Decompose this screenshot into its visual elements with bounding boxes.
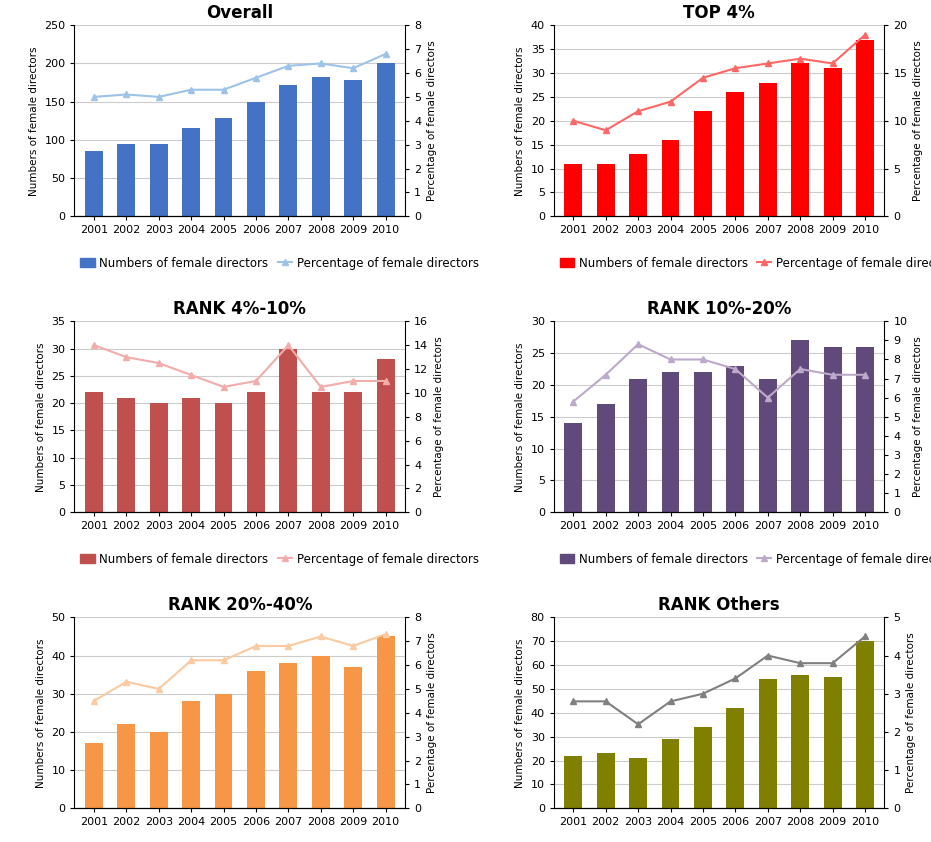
- Bar: [117, 144, 135, 216]
- Bar: [694, 111, 712, 216]
- Bar: [117, 724, 135, 808]
- Y-axis label: Percentage of female directors: Percentage of female directors: [426, 40, 437, 201]
- Bar: [182, 128, 200, 216]
- Bar: [759, 679, 776, 808]
- Title: RANK 10%-20%: RANK 10%-20%: [647, 301, 791, 318]
- Bar: [279, 85, 297, 216]
- Legend: Numbers of female directors, Percentage of female directors: Numbers of female directors, Percentage …: [560, 552, 931, 566]
- Bar: [182, 701, 200, 808]
- Y-axis label: Percentage of female directors: Percentage of female directors: [906, 632, 916, 793]
- Bar: [824, 347, 842, 512]
- Bar: [597, 754, 614, 808]
- Bar: [564, 424, 582, 512]
- Bar: [85, 743, 102, 808]
- Y-axis label: Numbers of female directors: Numbers of female directors: [515, 638, 525, 787]
- Y-axis label: Percentage of female directors: Percentage of female directors: [426, 632, 437, 793]
- Bar: [215, 694, 233, 808]
- Bar: [85, 152, 102, 216]
- Y-axis label: Numbers of female directors: Numbers of female directors: [515, 342, 525, 492]
- Legend: Numbers of female directors, Percentage of female directors: Numbers of female directors, Percentage …: [80, 257, 479, 269]
- Y-axis label: Numbers of female directors: Numbers of female directors: [29, 46, 39, 195]
- Bar: [182, 397, 200, 512]
- Bar: [824, 677, 842, 808]
- Title: RANK 4%-10%: RANK 4%-10%: [173, 301, 306, 318]
- Bar: [662, 739, 680, 808]
- Bar: [247, 671, 265, 808]
- Bar: [629, 758, 647, 808]
- Title: RANK Others: RANK Others: [658, 596, 780, 615]
- Bar: [247, 102, 265, 216]
- Bar: [279, 663, 297, 808]
- Bar: [344, 392, 362, 512]
- Bar: [279, 349, 297, 512]
- Bar: [857, 347, 874, 512]
- Bar: [312, 77, 330, 216]
- Bar: [857, 40, 874, 216]
- Bar: [215, 403, 233, 512]
- Bar: [791, 340, 809, 512]
- Bar: [597, 163, 614, 216]
- Bar: [694, 372, 712, 512]
- Bar: [726, 92, 744, 216]
- Y-axis label: Numbers of female directors: Numbers of female directors: [35, 342, 46, 492]
- Bar: [344, 667, 362, 808]
- Bar: [629, 154, 647, 216]
- Y-axis label: Percentage of female directors: Percentage of female directors: [913, 337, 923, 497]
- Title: RANK 20%-40%: RANK 20%-40%: [168, 596, 312, 615]
- Y-axis label: Percentage of female directors: Percentage of female directors: [913, 40, 924, 201]
- Bar: [312, 656, 330, 808]
- Bar: [629, 379, 647, 512]
- Bar: [377, 360, 395, 512]
- Bar: [377, 637, 395, 808]
- Bar: [662, 372, 680, 512]
- Bar: [117, 397, 135, 512]
- Title: Overall: Overall: [207, 4, 274, 23]
- Y-axis label: Percentage of female directors: Percentage of female directors: [434, 337, 444, 497]
- Bar: [247, 392, 265, 512]
- Bar: [85, 392, 102, 512]
- Bar: [726, 366, 744, 512]
- Bar: [791, 674, 809, 808]
- Y-axis label: Numbers of female directors: Numbers of female directors: [515, 46, 525, 195]
- Bar: [150, 403, 168, 512]
- Bar: [759, 83, 776, 216]
- Bar: [150, 144, 168, 216]
- Bar: [344, 80, 362, 216]
- Bar: [597, 404, 614, 512]
- Bar: [694, 727, 712, 808]
- Bar: [564, 163, 582, 216]
- Bar: [857, 642, 874, 808]
- Bar: [759, 379, 776, 512]
- Bar: [726, 708, 744, 808]
- Bar: [312, 392, 330, 512]
- Bar: [377, 63, 395, 216]
- Bar: [150, 732, 168, 808]
- Y-axis label: Numbers of female directors: Numbers of female directors: [35, 638, 46, 787]
- Bar: [215, 119, 233, 216]
- Bar: [662, 140, 680, 216]
- Legend: Numbers of female directors, Percentage of female directors: Numbers of female directors, Percentage …: [560, 257, 931, 269]
- Bar: [824, 68, 842, 216]
- Bar: [564, 756, 582, 808]
- Bar: [791, 63, 809, 216]
- Title: TOP 4%: TOP 4%: [683, 4, 755, 23]
- Legend: Numbers of female directors, Percentage of female directors: Numbers of female directors, Percentage …: [80, 552, 479, 566]
